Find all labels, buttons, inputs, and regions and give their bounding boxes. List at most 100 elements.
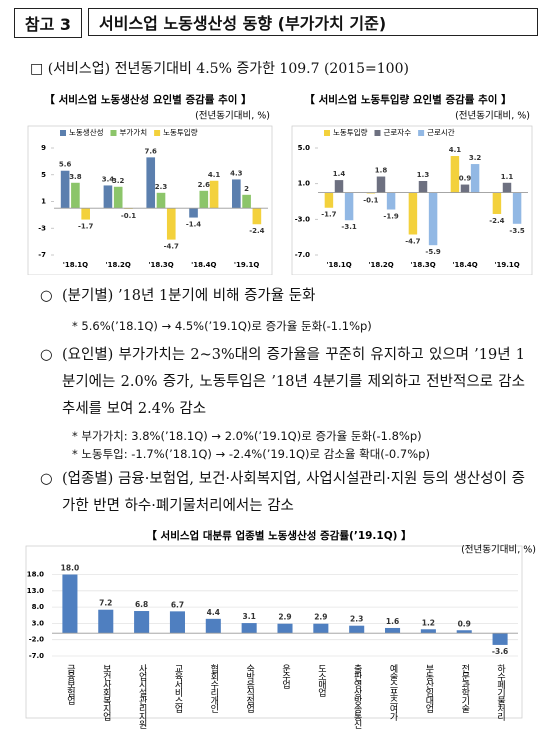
y-tick-label: 1	[41, 198, 46, 206]
x-tick-label: 도소매업	[316, 664, 326, 697]
y-tick-label: 13.0	[27, 587, 44, 595]
x-tick-label: 출판영상방송통신	[352, 664, 362, 729]
y-tick-label: 8.0	[32, 603, 45, 611]
bar	[408, 192, 418, 235]
y-tick-label: -7.0	[295, 251, 310, 259]
bar	[420, 629, 436, 634]
bar	[98, 609, 114, 634]
bar	[418, 180, 428, 193]
x-tick-label: '18.4Q	[452, 261, 477, 269]
section-text: (업종별) 금융·보험업, 보건·사회복지업, 사업시설관리·지원 등의 생산성…	[40, 466, 525, 520]
legend-label: 노동투입량	[333, 128, 368, 137]
data-label: -4.7	[405, 237, 420, 245]
data-label: 1.8	[375, 167, 388, 175]
section-note: 5.6%(’18.1Q) → 4.5%(’19.1Q)로 증가율 둔화(-1.1…	[72, 318, 371, 334]
data-label: 2	[244, 185, 249, 193]
x-tick-label: 부동산임대업	[423, 664, 433, 713]
x-tick-label: 금융보험업	[65, 664, 75, 705]
section-text: (요인별) 부가가치는 2~3%대의 증가율을 꾸준히 유지하고 있으며 ’19…	[40, 342, 525, 423]
bar	[232, 179, 241, 209]
data-label: 7.2	[99, 599, 112, 608]
data-label: 4.3	[230, 169, 243, 177]
data-label: -1.4	[186, 221, 201, 229]
summary: (서비스업) 전년동기대비 4.5% 증가한 109.7 (2015=100)	[30, 58, 409, 78]
chart-title: 【 서비스업 대분류 업종별 노동생산성 증감률(’19.1Q) 】	[146, 529, 411, 542]
x-tick-label: 보건사회복지업	[101, 664, 111, 721]
x-tick-label: '18.3Q	[148, 261, 173, 269]
x-tick-label: '18.2Q	[106, 261, 131, 269]
legend-label: 근로시간	[427, 127, 455, 137]
bar	[324, 192, 334, 208]
data-label: -3.6	[492, 647, 508, 656]
data-label: -1.7	[78, 223, 93, 231]
x-tick-label: '19.1Q	[234, 261, 259, 269]
bar	[205, 618, 221, 634]
data-label: 4.4	[207, 608, 220, 617]
bar	[252, 208, 262, 225]
bar	[502, 182, 512, 193]
data-label: 2.3	[350, 615, 363, 624]
x-tick-label: 하수폐기물처리	[495, 664, 505, 722]
data-label: -4.7	[164, 243, 179, 251]
data-label: 3.2	[112, 177, 125, 185]
y-tick-label: 3.0	[32, 619, 45, 627]
data-label: 4.1	[449, 146, 462, 154]
bar	[134, 611, 150, 634]
y-tick-label: -3	[38, 224, 46, 232]
data-label: 1.2	[422, 618, 435, 627]
bar	[385, 627, 401, 634]
data-label: -2.4	[249, 227, 264, 235]
bar	[189, 208, 198, 218]
bar	[71, 182, 80, 209]
bar	[456, 630, 472, 634]
y-tick-label: 5	[41, 171, 46, 179]
y-tick-label: 18.0	[27, 571, 44, 579]
chart-subtitle: (전년동기대비, %)	[195, 111, 270, 122]
x-tick-label: 사업시설관리지원	[137, 664, 147, 729]
x-tick-label: 운수업	[280, 664, 290, 689]
bar	[209, 180, 219, 209]
section-note: 노동투입: -1.7%(’18.1Q) → -2.4%(’19.1Q)로 감소율…	[72, 446, 430, 462]
bar	[146, 157, 156, 209]
legend-label: 노동투입량	[163, 128, 198, 137]
data-label: 1.1	[501, 173, 514, 181]
bar	[62, 574, 78, 634]
chart-title: 【 서비스업 노동생산성 요인별 증감률 추이 】	[44, 93, 251, 106]
data-label: 3.8	[69, 173, 82, 181]
legend-label: 부가가치	[120, 128, 148, 137]
bar	[113, 186, 123, 209]
chart-title: 【 서비스업 노동투입량 요인별 증감률 추이 】	[304, 93, 511, 106]
data-label: -1.7	[321, 211, 336, 219]
data-label: 5.6	[59, 161, 72, 169]
reference-label: 참고 3	[14, 8, 82, 38]
legend-swatch	[60, 130, 66, 136]
bar	[166, 208, 176, 240]
data-label: 6.8	[135, 600, 148, 609]
data-label: 2.6	[198, 181, 211, 189]
legend-swatch	[418, 130, 425, 136]
data-label: 0.9	[458, 619, 471, 628]
bar	[344, 192, 354, 221]
data-label: 3.1	[243, 612, 256, 621]
data-label: -3.5	[509, 227, 524, 235]
section-note: 부가가치: 3.8%(’18.1Q) → 2.0%(’19.1Q)로 증가율 둔…	[72, 428, 421, 444]
x-tick-label: '18.2Q	[368, 261, 393, 269]
data-label: 2.3	[155, 183, 168, 191]
bar	[460, 184, 470, 193]
data-label: -0.1	[121, 212, 136, 220]
chart-subtitle: (전년동기대비, %)	[455, 111, 530, 122]
x-tick-label: 전문과학기술	[459, 664, 469, 713]
y-tick-label: -7.0	[29, 652, 44, 660]
x-tick-label: 교육서비스업	[172, 664, 182, 713]
bar	[349, 625, 365, 634]
x-tick-label: '18.1Q	[63, 261, 88, 269]
bar	[199, 190, 209, 209]
chart: 【 서비스업 대분류 업종별 노동생산성 증감률(’19.1Q) 】 (전년동기대…	[25, 529, 536, 729]
x-tick-label: 예술스포츠여가	[388, 664, 398, 722]
data-label: 0.9	[459, 175, 472, 183]
bar	[428, 192, 438, 246]
chart: 【 서비스업 노동생산성 요인별 증감률 추이 】 (전년동기대비, %) 9 5 1 -…	[27, 93, 273, 275]
y-tick-label: 5.0	[298, 144, 311, 152]
legend-swatch	[374, 130, 381, 136]
bar	[313, 623, 329, 634]
